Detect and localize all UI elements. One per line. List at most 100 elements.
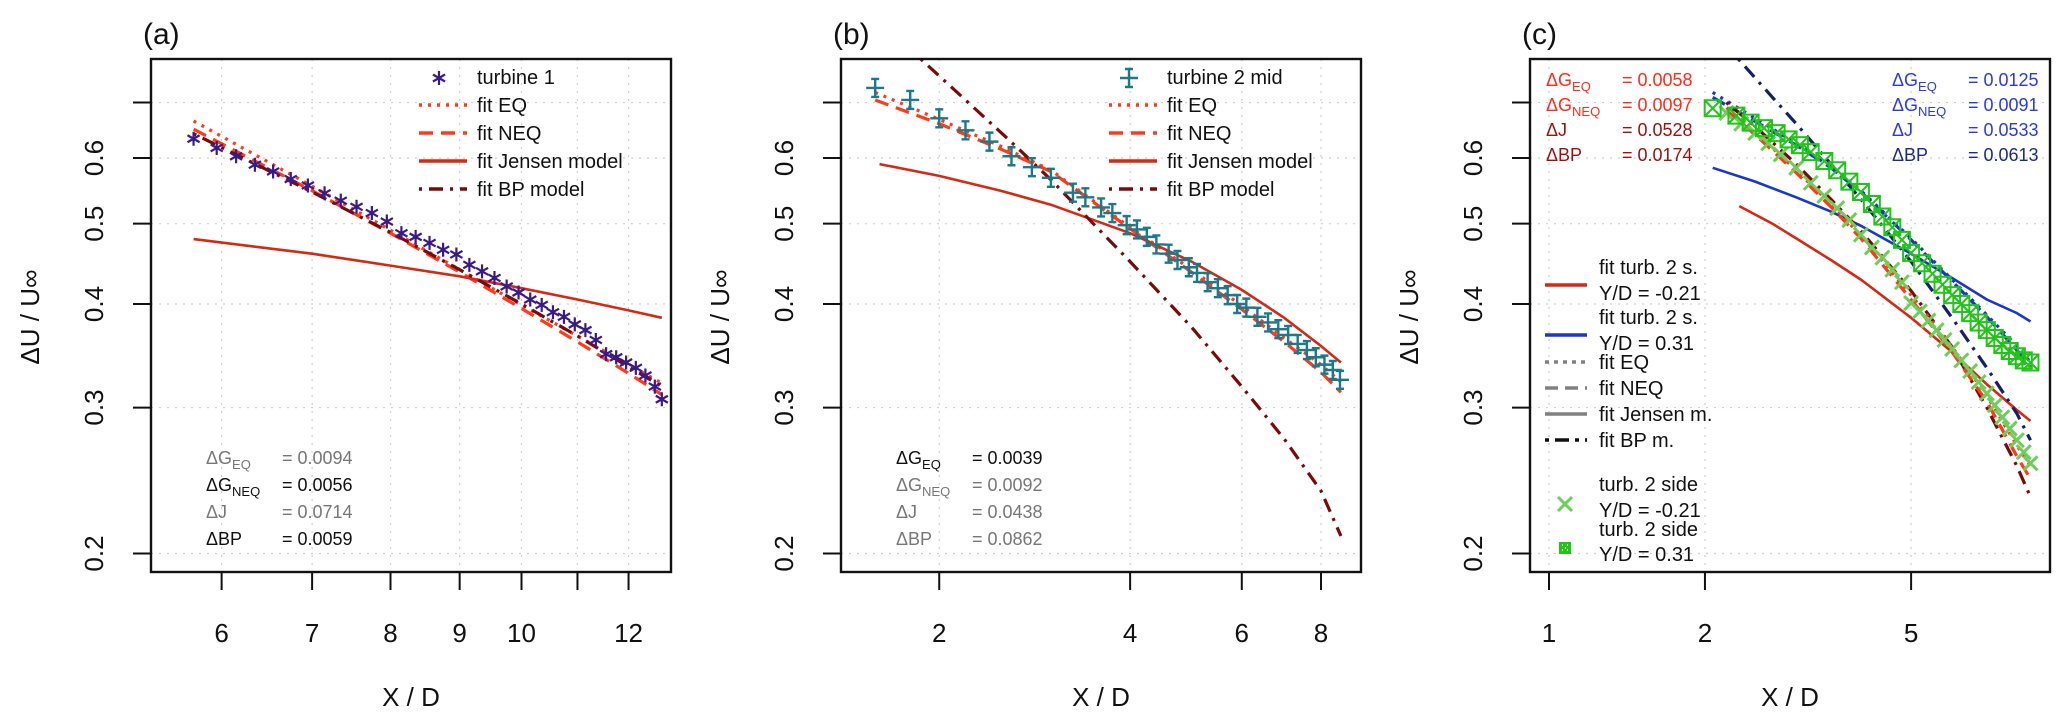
stat-value: = 0.0091 bbox=[1968, 95, 2039, 115]
series-line-fit-neq bbox=[874, 98, 1343, 394]
data-point bbox=[1127, 219, 1146, 240]
data-point bbox=[1841, 212, 1858, 229]
data-point bbox=[1816, 187, 1833, 205]
legend-label: fit Jensen model bbox=[477, 151, 623, 173]
legend-label: fit Jensen model bbox=[1167, 151, 1313, 173]
data-point bbox=[956, 120, 975, 141]
data-point bbox=[2015, 444, 2032, 461]
data-point bbox=[1002, 146, 1021, 167]
y-axis-title: ΔU / U∞ bbox=[1394, 269, 1424, 364]
legend-label-2: Y/D = 0.31 bbox=[1599, 333, 1694, 355]
data-point bbox=[1893, 274, 1910, 291]
stat-value: = 0.0533 bbox=[1968, 120, 2039, 140]
x-tick-label: 5 bbox=[1904, 618, 1918, 648]
stat-name: ΔBP bbox=[1546, 145, 1582, 165]
legend-label-2: Y/D = -0.21 bbox=[1599, 283, 1701, 305]
data-point bbox=[500, 279, 514, 294]
stat-name: ΔG bbox=[896, 475, 922, 495]
y-tick-label: 0.6 bbox=[1458, 140, 1488, 176]
data-point bbox=[409, 229, 423, 244]
panel-label: (b) bbox=[833, 18, 870, 51]
data-point bbox=[1092, 197, 1111, 218]
legend-label-2: Y/D = -0.21 bbox=[1599, 500, 1701, 522]
x-tick-label: 2 bbox=[932, 618, 946, 648]
data-point bbox=[1117, 214, 1136, 236]
data-point bbox=[301, 178, 315, 193]
data-point bbox=[511, 285, 526, 300]
stat-subscript: NEQ bbox=[1572, 104, 1600, 119]
data-point bbox=[638, 368, 653, 383]
stat-value: = 0.0094 bbox=[282, 448, 353, 468]
stat-label: ΔJ bbox=[1892, 120, 1913, 140]
data-point bbox=[1076, 187, 1095, 208]
stat-name: ΔG bbox=[206, 475, 232, 495]
data-point bbox=[1760, 135, 1777, 152]
data-point bbox=[1137, 226, 1156, 248]
data-point bbox=[1297, 339, 1316, 361]
data-point bbox=[1103, 202, 1122, 224]
stat-value: = 0.0862 bbox=[972, 529, 1043, 549]
stat-label: ΔGNEQ bbox=[206, 475, 260, 499]
data-point bbox=[1208, 277, 1227, 299]
data-point bbox=[629, 360, 643, 375]
data-point bbox=[1315, 354, 1334, 375]
data-point bbox=[1306, 347, 1325, 368]
series-line-fit-bp-model bbox=[919, 57, 1343, 537]
stat-subscript: EQ bbox=[232, 457, 251, 472]
y-axis-title: ΔU / U∞ bbox=[705, 269, 735, 364]
x-tick-label: 9 bbox=[452, 618, 466, 648]
legend-label: turbine 2 mid bbox=[1167, 67, 1283, 89]
data-point bbox=[422, 235, 437, 250]
series-line-fit-neq bbox=[192, 127, 663, 396]
y-tick-label: 0.6 bbox=[79, 140, 109, 176]
legend-label: turb. 2 side bbox=[1599, 474, 1698, 496]
stat-value: = 0.0714 bbox=[282, 502, 353, 522]
data-point bbox=[2008, 432, 2025, 449]
data-point bbox=[1323, 359, 1342, 381]
legend-label-2: Y/D = 0.31 bbox=[1599, 544, 1694, 566]
data-point bbox=[1041, 167, 1060, 188]
y-tick-label: 0.5 bbox=[79, 206, 109, 242]
stat-value: = 0.0056 bbox=[282, 475, 353, 495]
data-point bbox=[186, 131, 201, 146]
stat-name: ΔG bbox=[1546, 95, 1572, 115]
data-point bbox=[1802, 174, 1819, 191]
data-point bbox=[1179, 257, 1198, 278]
plot-frame bbox=[839, 57, 1363, 574]
stat-name: ΔG bbox=[896, 448, 922, 468]
panel-label: (c) bbox=[1522, 18, 1557, 51]
stat-subscript: EQ bbox=[1918, 79, 1937, 94]
data-point bbox=[546, 305, 560, 320]
stat-label: ΔGEQ bbox=[896, 448, 941, 472]
series-line-fit-jensen-model bbox=[193, 237, 663, 320]
legend-label: turb. 2 side bbox=[1599, 519, 1698, 541]
data-point bbox=[462, 257, 476, 272]
legend-label: fit BP m. bbox=[1599, 430, 1674, 452]
data-point bbox=[1772, 146, 1789, 163]
y-axis-title: ΔU / U∞ bbox=[15, 269, 45, 364]
data-point bbox=[1022, 156, 1041, 178]
stat-subscript: NEQ bbox=[232, 484, 260, 499]
series-line-fit-bp-y-d-0-21 bbox=[1725, 101, 2032, 498]
stat-name: ΔJ bbox=[1892, 120, 1913, 140]
y-tick-label: 0.4 bbox=[79, 286, 109, 322]
stat-label: ΔBP bbox=[1892, 145, 1928, 165]
data-point bbox=[365, 206, 379, 221]
data-point bbox=[1962, 363, 1979, 380]
stat-value: = 0.0058 bbox=[1622, 70, 1693, 90]
stat-value: = 0.0125 bbox=[1968, 70, 2039, 90]
legend-label: fit EQ bbox=[1167, 95, 1217, 117]
y-tick-label: 0.3 bbox=[769, 389, 799, 425]
legend-label: fit Jensen m. bbox=[1599, 404, 1712, 426]
data-point bbox=[1168, 249, 1187, 271]
stat-name: ΔJ bbox=[1546, 120, 1567, 140]
stat-value: = 0.0174 bbox=[1622, 145, 1693, 165]
data-point bbox=[1063, 182, 1082, 203]
data-point bbox=[1862, 195, 1881, 214]
stat-subscript: NEQ bbox=[922, 484, 950, 499]
x-axis-title: X / D bbox=[1761, 682, 1819, 712]
data-point bbox=[930, 108, 949, 129]
x-tick-label: 10 bbox=[507, 618, 536, 648]
stat-label: ΔGEQ bbox=[1546, 70, 1591, 94]
x-tick-label: 8 bbox=[383, 618, 397, 648]
